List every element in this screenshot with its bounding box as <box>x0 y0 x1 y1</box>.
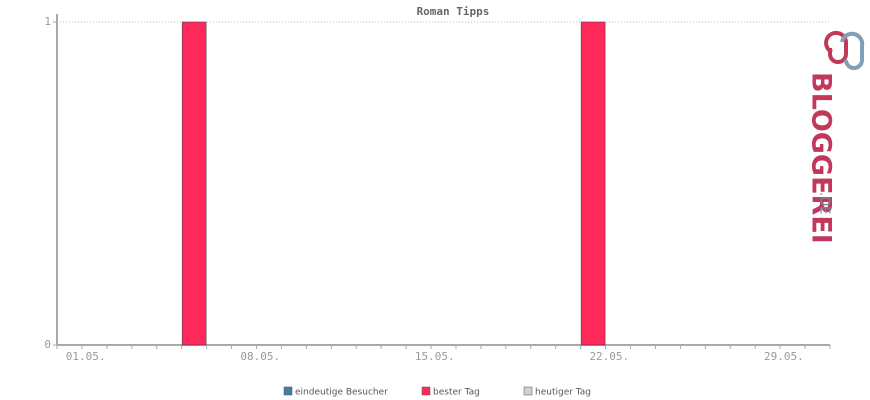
y-tick-label: 1 <box>44 15 51 28</box>
logo-icon <box>824 30 849 64</box>
x-tick-label: 15.05. <box>415 350 455 363</box>
logo-suffix: .DE <box>817 192 832 214</box>
bar <box>181 21 207 346</box>
logo-text: BLOGGEREI <box>806 72 837 244</box>
legend-label: heutiger Tag <box>535 388 591 398</box>
legend-swatch <box>523 386 533 396</box>
x-tick-label: 01.05. <box>66 350 106 363</box>
x-tick-label: 29.05. <box>764 350 804 363</box>
y-tick-label: 0 <box>44 338 51 351</box>
logo: BLOGGEREI .DE <box>806 30 865 244</box>
x-tick-label: 08.05. <box>240 350 280 363</box>
x-tick-label: 22.05. <box>589 350 629 363</box>
bar <box>580 21 606 346</box>
logo-icon <box>840 31 865 70</box>
legend-label: bester Tag <box>433 388 480 398</box>
legend-label: eindeutige Besucher <box>295 388 388 398</box>
chart-title: Roman Tipps <box>417 5 490 18</box>
legend-swatch <box>283 386 293 396</box>
legend-swatch <box>421 386 431 396</box>
